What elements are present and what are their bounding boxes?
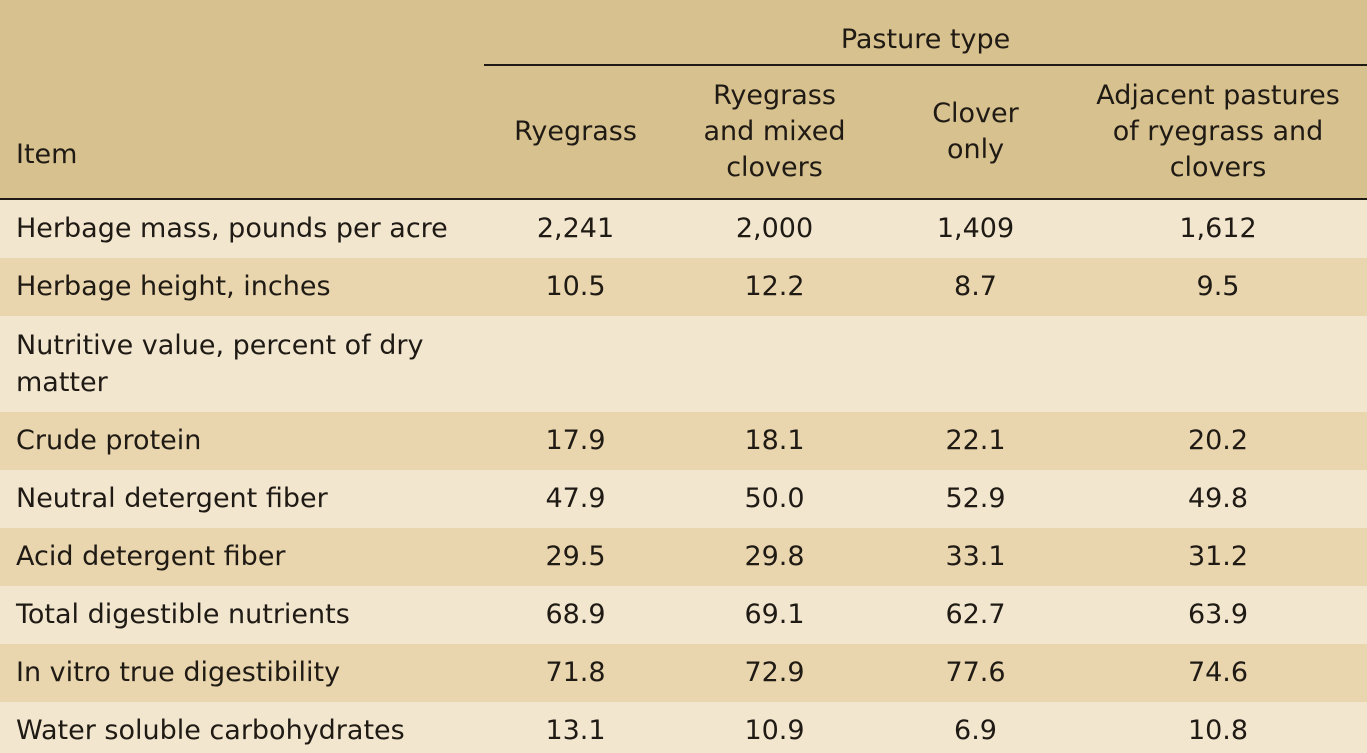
row-label: Water soluble carbohydrates	[16, 715, 405, 746]
item-column-header: Item	[0, 65, 484, 200]
row-label: Acid detergent fiber	[16, 541, 286, 572]
table-header: Pasture type Item Ryegrass Ryegrass and …	[0, 0, 1367, 200]
pasture-type-group-header: Pasture type	[484, 0, 1367, 66]
cell-clover-only	[882, 316, 1069, 412]
cell-ryegrass: 47.9	[545, 483, 606, 514]
cell-ryegrass-mixed-clovers: 29.8	[744, 541, 805, 572]
header-column-row: Item Ryegrass Ryegrass and mixed clovers…	[0, 65, 1367, 200]
header-group-row: Pasture type	[0, 0, 1367, 66]
cell-ryegrass: 29.5	[545, 541, 606, 572]
cell-ryegrass	[484, 316, 667, 412]
cell-clover-only: 77.6	[945, 657, 1006, 688]
cell-ryegrass: 68.9	[545, 599, 606, 630]
table-row: Acid detergent fiber 29.5 29.8 33.1 31.2	[0, 528, 1367, 586]
row-label: Herbage mass, pounds per acre	[16, 213, 448, 244]
cell-ryegrass-mixed-clovers: 10.9	[744, 715, 805, 746]
table-row: In vitro true digestibility 71.8 72.9 77…	[0, 644, 1367, 702]
cell-ryegrass-mixed-clovers: 72.9	[744, 657, 805, 688]
table-row: Herbage mass, pounds per acre 2,241 2,00…	[0, 199, 1367, 258]
cell-ryegrass-mixed-clovers: 12.2	[744, 271, 805, 302]
cell-clover-only: 22.1	[945, 425, 1006, 456]
row-label: Crude protein	[16, 425, 202, 456]
table-row: Total digestible nutrients 68.9 69.1 62.…	[0, 586, 1367, 644]
header-spacer	[0, 0, 484, 65]
section-label-text: Nutritive value, percent of dry matter	[16, 330, 424, 398]
column-header-clover-only: Clover only	[882, 65, 1069, 200]
cell-adjacent-pastures	[1069, 316, 1367, 412]
cell-ryegrass: 2,241	[536, 213, 615, 244]
column-header-ryegrass-mixed-clovers: Ryegrass and mixed clovers	[667, 65, 882, 200]
column-header-ryegrass: Ryegrass	[484, 65, 667, 200]
cell-ryegrass-mixed-clovers: 2,000	[735, 213, 814, 244]
column-header-adjacent-pastures: Adjacent pastures of ryegrass and clover…	[1069, 65, 1367, 200]
row-label: In vitro true digestibility	[16, 657, 341, 688]
cell-adjacent-pastures: 1,612	[1179, 213, 1257, 244]
row-label: Total digestible nutrients	[16, 599, 350, 630]
cell-clover-only: 62.7	[945, 599, 1006, 630]
table-row: Crude protein 17.9 18.1 22.1 20.2	[0, 412, 1367, 470]
cell-ryegrass-mixed-clovers: 50.0	[744, 483, 805, 514]
cell-ryegrass-mixed-clovers: 69.1	[744, 599, 805, 630]
column-header-clover-only-text: Clover only	[932, 98, 1019, 165]
cell-adjacent-pastures: 31.2	[1187, 541, 1249, 572]
cell-ryegrass: 17.9	[545, 425, 606, 456]
cell-adjacent-pastures: 63.9	[1187, 599, 1249, 630]
cell-ryegrass: 10.5	[545, 271, 606, 302]
table-row-section: Nutritive value, percent of dry matter	[0, 316, 1367, 412]
cell-clover-only: 1,409	[936, 213, 1015, 244]
cell-adjacent-pastures: 74.6	[1187, 657, 1249, 688]
table-row: Water soluble carbohydrates 13.1 10.9 6.…	[0, 702, 1367, 753]
table-row: Neutral detergent fiber 47.9 50.0 52.9 4…	[0, 470, 1367, 528]
cell-adjacent-pastures: 49.8	[1187, 483, 1249, 514]
cell-clover-only: 6.9	[954, 715, 997, 746]
section-label: Nutritive value, percent of dry matter	[0, 316, 484, 412]
cell-clover-only: 33.1	[945, 541, 1006, 572]
table-body: Herbage mass, pounds per acre 2,241 2,00…	[0, 199, 1367, 753]
cell-clover-only: 52.9	[945, 483, 1006, 514]
cell-adjacent-pastures: 20.2	[1187, 425, 1249, 456]
cell-adjacent-pastures: 9.5	[1196, 271, 1240, 302]
column-header-adjacent-pastures-text: Adjacent pastures of ryegrass and clover…	[1096, 80, 1340, 183]
cell-ryegrass: 71.8	[545, 657, 606, 688]
row-label: Neutral detergent fiber	[16, 483, 328, 514]
row-label: Herbage height, inches	[16, 271, 331, 302]
cell-adjacent-pastures: 10.8	[1187, 715, 1249, 746]
column-header-ryegrass-mixed-clovers-text: Ryegrass and mixed clovers	[703, 80, 846, 183]
table-row: Herbage height, inches 10.5 12.2 8.7 9.5	[0, 258, 1367, 316]
cell-ryegrass: 13.1	[545, 715, 606, 746]
cell-ryegrass-mixed-clovers	[667, 316, 882, 412]
cell-clover-only: 8.7	[954, 271, 997, 302]
cell-ryegrass-mixed-clovers: 18.1	[744, 425, 805, 456]
